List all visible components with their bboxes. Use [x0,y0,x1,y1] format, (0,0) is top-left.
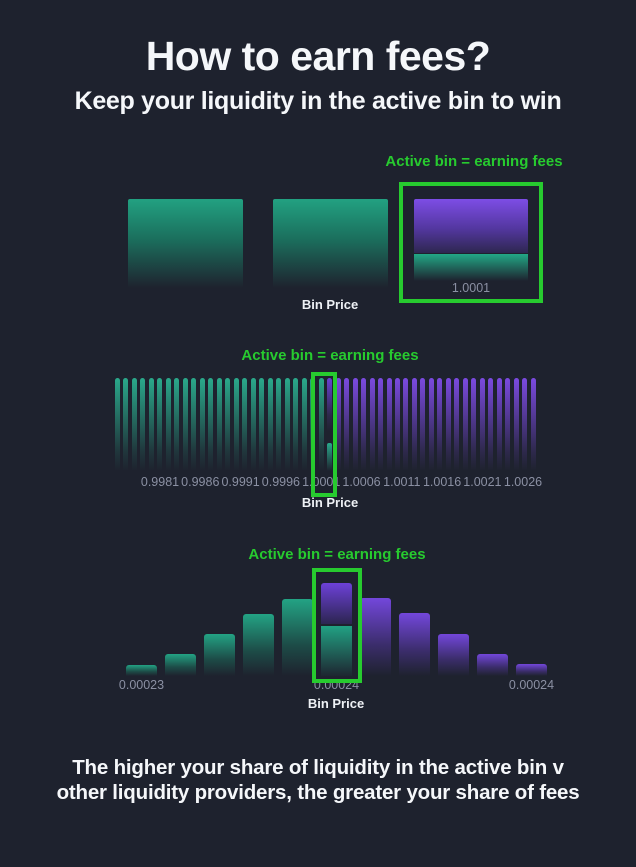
bin-bar [282,599,313,676]
active-bin-highlight-box-1 [399,182,543,303]
bin-bar [437,378,443,471]
bin-bar [284,378,290,471]
axis-label-1: Bin Price [301,297,359,312]
active-bin-quote-liquidity [321,583,352,624]
bin-bar [243,614,274,676]
bin-bar [522,378,528,471]
bin-bar [477,654,508,676]
bin-bar [496,378,502,471]
tick-label: 1.0021 [463,475,502,489]
footer-line-2: other liquidity providers, the greater y… [56,781,580,804]
bin-bar [208,378,214,471]
active-bin-bar [327,378,333,471]
bin-bar [471,378,477,471]
chart-many-bins-bars [115,378,536,471]
bin-bar [267,378,273,471]
bin-bar [479,378,485,471]
bin-bar [165,654,196,676]
active-bin-annotation-3: Active bin = earning fees [248,546,426,563]
bin-bar [454,378,460,471]
bin-bar [438,634,469,676]
bin-bar [115,378,120,471]
bin-bar [233,378,239,471]
chart-curve-bins-bars [126,583,547,676]
bin-bar [250,378,256,471]
bin-bar [445,378,451,471]
bin-bar [126,665,157,676]
bin-bar [462,378,468,471]
bin-bar [344,378,350,471]
bin-bar [199,378,205,471]
bin-bar [276,378,282,471]
tick-label: 0.00024 [508,678,555,692]
bin-bar [516,664,547,676]
active-bin-annotation-1: Active bin = earning fees [385,153,563,170]
bin-bar [411,378,417,471]
active-bin-price-label: 1.0001 [451,281,491,295]
bin-bar [352,378,358,471]
bin-bar [335,378,341,471]
bin-bar [394,378,400,471]
bin-bar [182,378,188,471]
bin-bar [420,378,426,471]
bin-bar [318,378,324,471]
active-bin-highlight-box-2 [311,372,337,497]
page-subtitle: Keep your liquidity in the active bin to… [74,87,562,115]
footer-text: The higher your share of liquidity in th… [0,755,636,805]
active-bin-base-liquidity [327,443,333,471]
active-bin-annotation-2: Active bin = earning fees [241,347,419,364]
bin-bar [123,378,129,471]
bin-bar [428,378,434,471]
bin-bar [131,378,137,471]
bin-bar [361,378,367,471]
footer-line-1: The higher your share of liquidity in th… [72,756,564,779]
bin-bar [273,199,388,288]
bin-bar [369,378,375,471]
bin-bar [513,378,519,471]
tick-label: 0.00023 [118,678,165,692]
chart-many-bins-ticks: 0.9981 0.9986 0.9991 0.9996 1.0001 1.0006 1.00… [115,475,542,491]
bin-bar [386,378,392,471]
bin-bar [301,378,307,471]
axis-label-3: Bin Price [307,696,365,711]
active-bin-highlight-box-3 [312,568,362,683]
tick-label: 1.0011 [383,475,421,489]
tick-label: 1.0006 [342,475,381,489]
active-bin-base-liquidity [414,254,528,281]
bin-bar [399,613,430,676]
tick-label: 0.9986 [181,475,220,489]
bin-bar [488,378,494,471]
bin-bar [505,378,511,471]
bin-bar [140,378,146,471]
tick-label: 1.0016 [422,475,462,489]
bin-bar [225,378,231,471]
tick-label: 1.0026 [503,475,543,489]
tick-label: 0.9981 [140,475,180,489]
bin-bar [191,378,197,471]
bin-bar [242,378,248,471]
bin-bar [165,378,171,471]
active-bin-quote-liquidity [414,199,528,253]
active-bin-bar [321,583,352,676]
bin-bar [403,378,409,471]
bin-bar [128,199,243,288]
bin-bar [174,378,180,471]
tick-label: 0.9996 [261,475,301,489]
bin-bar [293,378,299,471]
bin-bar [259,378,265,471]
bin-bar [360,598,391,676]
bin-bar [157,378,163,471]
axis-label-2: Bin Price [301,495,359,510]
bin-bar [378,378,384,471]
tick-label: 0.9991 [221,475,260,489]
bin-bar [148,378,154,471]
bin-bar [216,378,222,471]
bin-bar [204,634,235,676]
page-title: How to earn fees? [145,33,491,79]
active-bin-base-liquidity [321,625,352,676]
bin-bar [530,378,536,471]
